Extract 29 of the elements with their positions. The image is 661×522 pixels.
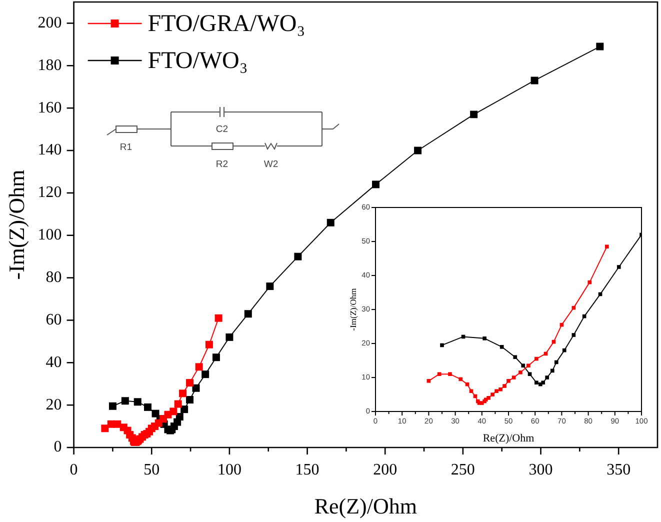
- y-tick-label: 120: [38, 184, 62, 202]
- x-tick-label: 100: [217, 461, 242, 478]
- y-tick-label: 80: [46, 268, 62, 286]
- y-axis-title: -Im(Z)/Ohm: [348, 288, 358, 331]
- x-tick-label: 200: [373, 461, 398, 478]
- y-tick-label: 140: [38, 142, 62, 159]
- x-tick-label: 250: [450, 461, 475, 478]
- x-axis-title: Re(Z)/Ohm: [314, 494, 417, 519]
- annotation: R2: [216, 159, 228, 170]
- legend-label: FTO/GRA/WO₃: [148, 10, 306, 37]
- annotation: R1: [120, 142, 132, 153]
- y-tick-label: 100: [38, 226, 62, 244]
- x-tick-label: 150: [295, 461, 320, 478]
- x-tick-label: 50: [144, 461, 160, 478]
- annotation: C2: [216, 124, 228, 135]
- y-tick-label: 180: [38, 56, 62, 74]
- x-axis-title: Re(Z)/Ohm: [482, 432, 535, 444]
- y-tick-label: 60: [46, 311, 62, 328]
- legend-label: FTO/WO₃: [148, 48, 248, 74]
- y-tick-label: 40: [46, 354, 62, 371]
- x-tick-label: 0: [70, 461, 78, 478]
- y-tick-label: 160: [38, 99, 62, 116]
- y-tick-label: 200: [38, 14, 62, 32]
- annotation: W2: [264, 159, 278, 170]
- x-tick-label: 350: [606, 461, 631, 478]
- y-axis-title: -Im(Z)/Ohm: [4, 170, 29, 280]
- x-tick-label: 300: [528, 461, 553, 478]
- y-tick-label: 20: [46, 396, 62, 414]
- y-tick-label: 0: [54, 438, 62, 456]
